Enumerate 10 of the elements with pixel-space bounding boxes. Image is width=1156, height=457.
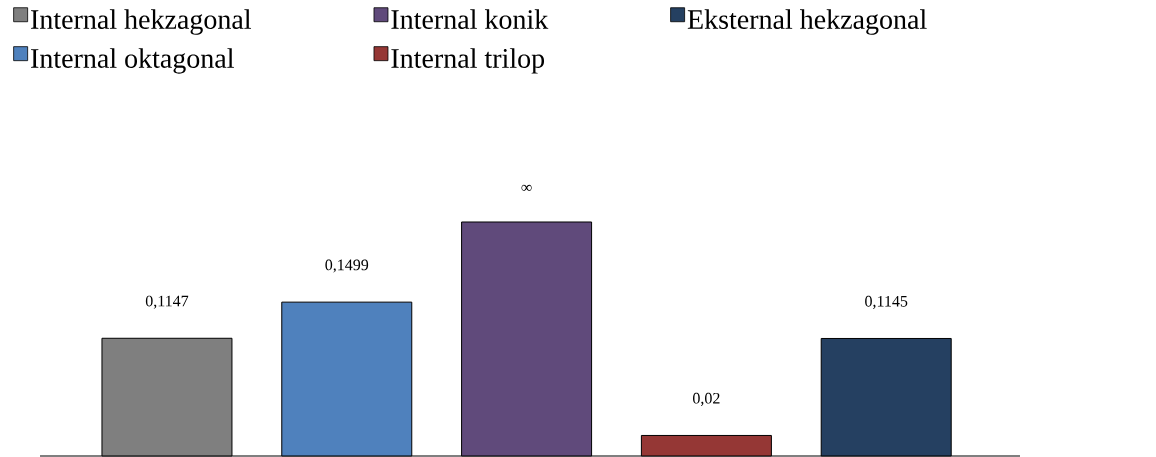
data-label: 0,1499	[325, 259, 369, 273]
data-label: ∞	[521, 184, 532, 191]
data-label: 0,1147	[145, 295, 189, 309]
legend-label: Internal trilop	[391, 48, 545, 74]
legend-label: Internal konik	[391, 9, 549, 29]
legend-label: Internal hekzagonal	[31, 9, 252, 35]
data-label: 0,02	[693, 392, 720, 406]
legend-label: Eksternal hekzagonal	[687, 9, 927, 35]
legend-label: Internal oktagonal	[31, 48, 234, 74]
data-label: 0,1145	[865, 295, 908, 309]
